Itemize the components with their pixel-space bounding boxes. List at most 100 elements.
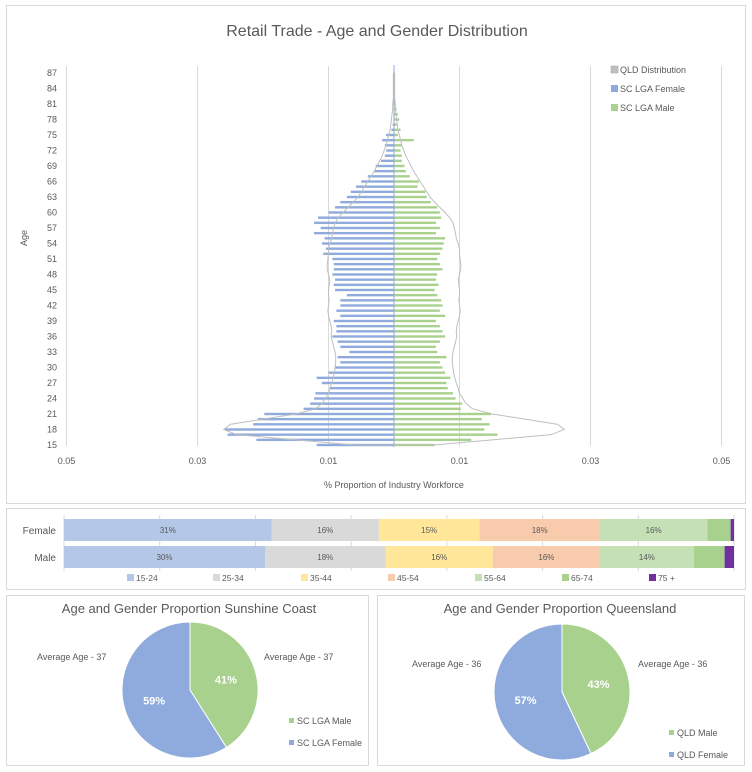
female-bar <box>336 324 394 328</box>
pie-slice-sc-lga-female <box>121 621 228 759</box>
female-bar <box>253 423 394 426</box>
segment-label: 16% <box>317 526 333 535</box>
segment-45-54 <box>479 519 600 541</box>
x-axis-label: % Proportion of Industry Workforce <box>324 480 464 490</box>
female-bar <box>333 319 394 323</box>
female-bar <box>337 355 394 359</box>
legend-label: SC LGA Female <box>297 738 362 748</box>
female-bar <box>314 221 394 225</box>
pie-slice-label: 41% <box>215 675 237 687</box>
female-bar <box>375 164 394 168</box>
pie-title: Age and Gender Proportion Sunshine Coast <box>62 601 317 616</box>
male-bar <box>394 361 440 364</box>
x-tick-label: 0.05 <box>58 456 76 466</box>
pie-slice-label: 59% <box>143 695 165 707</box>
age-group-stacked-chart-panel: 31% 16% 15% 18% 16% 30% 18% 16% 16% 14% Female Mal… <box>6 508 746 590</box>
female-bar <box>310 402 394 405</box>
segment-label: 14% <box>639 553 655 562</box>
legend-swatch <box>610 65 619 74</box>
y-tick-label: 78 <box>47 115 57 125</box>
male-bar <box>394 149 401 152</box>
y-tick-label: 87 <box>47 68 57 78</box>
male-bar <box>394 175 410 178</box>
female-bar <box>361 180 394 183</box>
female-bar <box>340 304 394 307</box>
female-bar <box>374 169 394 173</box>
legend-label: 45-54 <box>397 573 419 583</box>
x-tick-label: 0.01 <box>320 456 338 466</box>
male-bar <box>394 340 440 343</box>
female-bar <box>367 175 394 178</box>
male-bar <box>394 138 414 142</box>
male-bar <box>394 221 436 225</box>
y-tick-label: 24 <box>47 394 57 404</box>
male-bar <box>394 335 446 338</box>
female-bar <box>333 268 394 271</box>
male-bar <box>394 381 447 385</box>
male-bar <box>394 278 436 281</box>
male-bar <box>394 288 435 292</box>
female-bar <box>329 386 394 390</box>
sunshine-coast-pie-chart: Age and Gender Proportion Sunshine Coast… <box>37 601 362 759</box>
female-bar <box>321 242 394 245</box>
legend-swatch <box>669 730 674 735</box>
y-tick-label: 30 <box>47 363 57 373</box>
segment-label: 18% <box>317 553 333 562</box>
female-bar <box>356 185 394 188</box>
male-bar <box>394 433 498 436</box>
pie-slice-label: 43% <box>587 679 609 691</box>
female-bar <box>332 273 394 276</box>
queensland-pie-panel: Age and Gender Proportion Queensland 43% 5… <box>377 595 745 766</box>
segment-label: 31% <box>160 526 176 535</box>
male-bar <box>394 102 396 106</box>
legend-swatch <box>213 574 220 581</box>
male-bar <box>394 397 456 400</box>
segment-35-44 <box>378 519 480 541</box>
male-bar <box>394 237 446 240</box>
female-bar <box>227 433 394 436</box>
segment-45-54 <box>492 546 600 568</box>
female-bar <box>332 335 394 338</box>
male-bar <box>394 216 442 219</box>
male-bar <box>394 355 447 359</box>
male-bar <box>394 412 491 416</box>
male-bar <box>394 226 440 230</box>
y-tick-label: 63 <box>47 192 57 202</box>
y-tick-label: 27 <box>47 378 57 388</box>
legend-label: 15-24 <box>136 573 158 583</box>
male-bar <box>394 180 419 183</box>
female-bar <box>384 154 394 157</box>
female-bar <box>321 381 394 385</box>
male-bar <box>394 402 463 405</box>
category-label: Male <box>34 553 56 564</box>
male-bar <box>394 345 436 349</box>
female-bar <box>335 288 394 292</box>
queensland-pie-chart: Age and Gender Proportion Queensland 43% 5… <box>412 601 728 761</box>
y-tick-label: 81 <box>47 99 57 109</box>
male-bar <box>394 247 443 250</box>
female-bar <box>382 138 394 142</box>
female-bar <box>318 216 394 219</box>
male-bar <box>394 190 426 194</box>
female-bar <box>332 257 394 261</box>
female-bar <box>264 412 394 416</box>
female-bar <box>256 438 394 442</box>
female-bar <box>324 237 394 240</box>
female-bar <box>315 392 394 395</box>
male-bar <box>394 324 440 328</box>
y-tick-label: 66 <box>47 177 57 187</box>
male-bar <box>394 154 402 157</box>
y-tick-label: 72 <box>47 146 57 156</box>
legend-label: QLD Distribution <box>620 65 686 75</box>
segment-label: 16% <box>538 553 554 562</box>
average-age-annotation: Average Age - 37 <box>37 652 106 662</box>
male-bar <box>394 206 438 209</box>
legend-label: 75 + <box>658 573 675 583</box>
male-bar <box>394 319 436 323</box>
segment-65-74 <box>693 546 725 568</box>
legend-swatch <box>649 574 656 581</box>
male-bar <box>394 438 472 442</box>
male-bar <box>394 200 431 204</box>
qld-distribution-outline <box>222 72 566 446</box>
